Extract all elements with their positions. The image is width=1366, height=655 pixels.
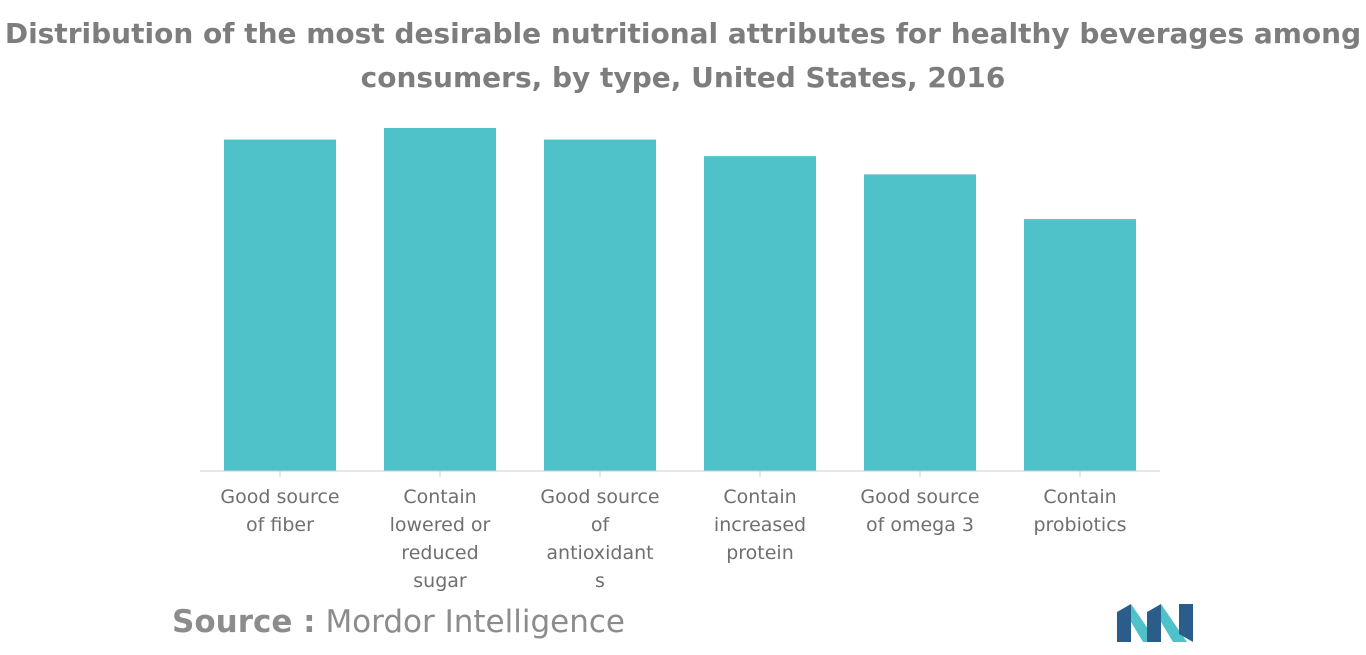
x-tick-label-3: Good source of antioxidant s [540,486,659,592]
bar-chart: Good source of fiber Contain lowered or redu… [200,127,1160,592]
source-note: Source : Mordor Intelligence [172,604,625,640]
chart-title-line-2: consumers, by type, United States, 2016 [360,61,1006,94]
source-label: Source : [172,604,316,640]
chart-title-line-1: Distribution of the most desirable nutri… [4,17,1362,50]
bar-2 [384,127,496,471]
mordor-intelligence-logo [1117,604,1193,642]
x-tick-label-4: Contain increased protein [714,486,806,564]
x-tick-label-2: Contain lowered or reduced sugar [390,486,491,592]
bar-5 [864,174,976,471]
source-text: Mordor Intelligence [325,604,625,640]
bar-1 [224,139,336,472]
x-tick-label-1: Good source of fiber [220,486,339,536]
x-tick-label-6: Contain probiotics [1033,486,1126,536]
bar-3 [544,139,656,472]
chart-title: Distribution of the most desirable nutri… [0,12,1366,100]
bar-4 [704,156,816,471]
x-tick-label-5: Good source of omega 3 [860,486,979,536]
bar-6 [1024,219,1136,471]
